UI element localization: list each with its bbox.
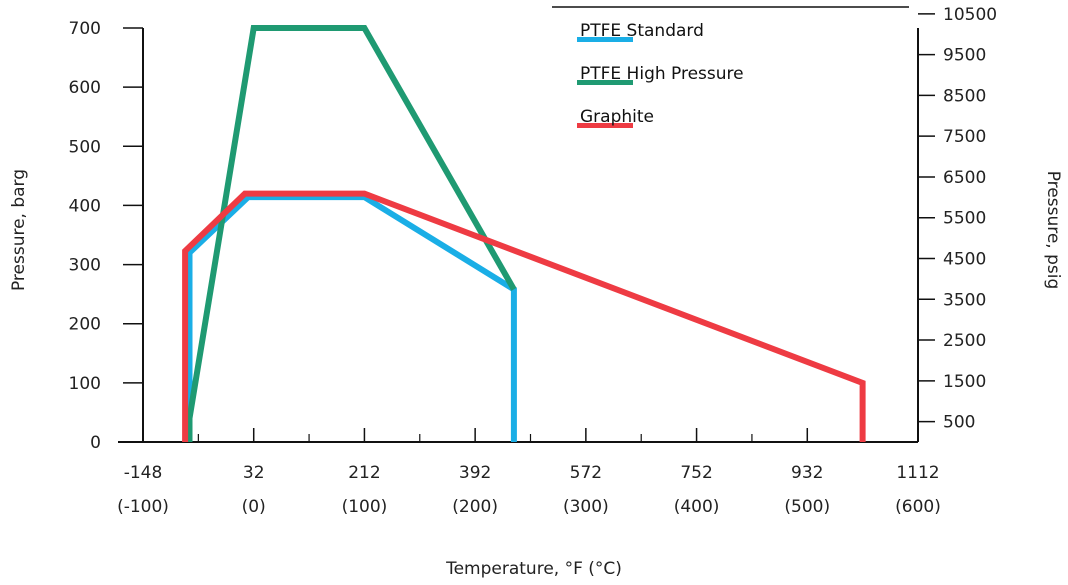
- series-line-ptfe-high-pressure: [186, 25, 517, 442]
- y-tick-label-right: 500: [943, 413, 975, 433]
- legend-swatch-ptfe-high-pressure: [577, 80, 633, 85]
- y-tick-label-left: 300: [69, 256, 101, 276]
- axes: 0 100 200 300 400 500 600 700 500 1500 2500 3500 450…: [69, 5, 998, 517]
- y-tick-label-right: 8500: [943, 86, 986, 106]
- x-tick-label-c: (600): [895, 497, 941, 517]
- legend-label-ptfe-high-pressure: PTFE High Pressure: [580, 64, 744, 84]
- x-tick-label-f: 1112: [896, 463, 939, 483]
- y-tick-label-right: 4500: [943, 250, 986, 270]
- y-tick-label-right: 6500: [943, 168, 986, 188]
- y-tick-label-right: 9500: [943, 46, 986, 66]
- legend-label-graphite: Graphite: [580, 107, 654, 127]
- x-tick-label-f: 572: [570, 463, 602, 483]
- y-tick-label-left: 500: [69, 137, 101, 157]
- y-tick-label-right: 3500: [943, 290, 986, 310]
- legend-swatch-graphite: [577, 123, 633, 128]
- y-tick-label-right: 2500: [943, 331, 986, 351]
- x-axis-title: Temperature, °F (°C): [445, 559, 622, 579]
- x-tick-label-f: 32: [243, 463, 265, 483]
- y-tick-label-left: 700: [69, 19, 101, 39]
- x-tick-label-f: 392: [459, 463, 491, 483]
- y-tick-label-left: 200: [69, 315, 101, 335]
- series-layer: [182, 25, 866, 442]
- x-tick-label-c: (400): [674, 497, 720, 517]
- y-tick-label-right: 7500: [943, 127, 986, 147]
- x-tick-label-c: (300): [563, 497, 609, 517]
- x-tick-label-c: (-100): [117, 497, 169, 517]
- x-tick-label-c: (0): [242, 497, 266, 517]
- legend-label-ptfe-standard: PTFE Standard: [580, 21, 704, 41]
- y-tick-label-left: 400: [69, 196, 101, 216]
- x-tick-label-f: 212: [348, 463, 380, 483]
- x-tick-label-f: 752: [680, 463, 712, 483]
- y-axis-title-left: Pressure, barg: [9, 169, 29, 291]
- x-tick-label-c: (500): [784, 497, 830, 517]
- x-tick-label-c: (100): [342, 497, 388, 517]
- x-tick-label-f: -148: [124, 463, 163, 483]
- series-line-ptfe-standard: [186, 194, 517, 442]
- x-tick-label-c: (200): [452, 497, 498, 517]
- legend: PTFE Standard PTFE High Pressure Graphite: [552, 6, 909, 128]
- y-tick-label-right: 5500: [943, 209, 986, 229]
- series-line-graphite: [182, 190, 866, 442]
- legend-swatch-ptfe-standard: [577, 37, 633, 42]
- y-axis-title-right: Pressure, psig: [1043, 171, 1063, 290]
- y-tick-label-left: 100: [69, 374, 101, 394]
- y-tick-label-left: 0: [90, 433, 101, 453]
- y-tick-label-right: 1500: [943, 372, 986, 392]
- x-tick-label-f: 932: [791, 463, 823, 483]
- y-tick-label-left: 600: [69, 78, 101, 98]
- y-tick-label-right: 10500: [943, 5, 997, 25]
